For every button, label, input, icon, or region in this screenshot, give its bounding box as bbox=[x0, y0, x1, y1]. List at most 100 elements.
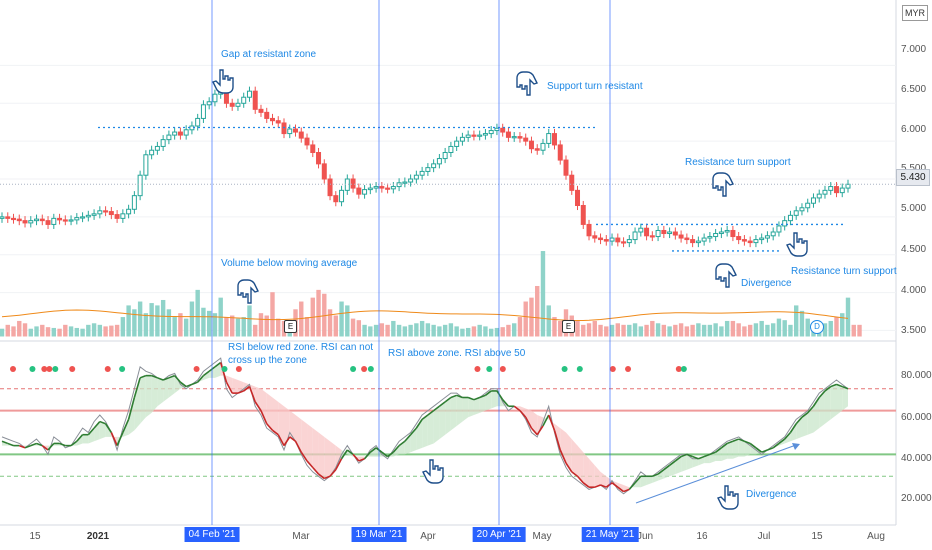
rsi-fast-line bbox=[346, 449, 354, 456]
volume-bar bbox=[11, 326, 16, 337]
rsi-fast-line bbox=[358, 458, 365, 462]
rsi-cloud bbox=[151, 375, 158, 413]
volume-bar bbox=[230, 315, 235, 337]
volume-bar bbox=[253, 324, 258, 337]
annotation-support-resistant: Support turn resistant bbox=[547, 81, 643, 92]
volume-bar bbox=[840, 313, 845, 337]
candle-body bbox=[459, 136, 465, 142]
candle-body bbox=[569, 174, 575, 191]
volume-bar bbox=[488, 328, 494, 337]
volume-bar bbox=[851, 324, 856, 337]
rsi-fast-line bbox=[76, 434, 84, 442]
price-tick: 5.500 bbox=[901, 163, 926, 174]
earnings-badge[interactable]: E bbox=[284, 320, 297, 333]
candle-body bbox=[85, 214, 91, 218]
rsi-fast-line bbox=[559, 449, 567, 464]
rsi-fast-line bbox=[421, 414, 429, 421]
volume-bar bbox=[540, 251, 546, 337]
rsi-fast-line bbox=[755, 447, 763, 453]
candle-body bbox=[477, 134, 483, 137]
rsi-cloud bbox=[312, 428, 319, 475]
rsi-cloud bbox=[163, 377, 169, 402]
rsi-signal-dot bbox=[41, 366, 48, 372]
rsi-fast-line bbox=[772, 442, 780, 449]
rsi-fast-line bbox=[761, 449, 768, 453]
rsi-fast-line bbox=[47, 442, 55, 451]
rsi-fast-line bbox=[392, 445, 400, 453]
rsi-fast-line bbox=[272, 429, 279, 436]
rsi-fast-line bbox=[18, 444, 26, 449]
rsi-fast-line bbox=[93, 421, 101, 429]
volume-bar bbox=[40, 324, 45, 337]
rsi-fast-line bbox=[824, 385, 832, 392]
rsi-fast-line bbox=[433, 405, 440, 412]
candle-body bbox=[448, 145, 454, 153]
volume-bar bbox=[103, 326, 108, 337]
candle-body bbox=[339, 189, 345, 203]
rsi-signal-dot bbox=[69, 366, 76, 372]
candle-body bbox=[718, 231, 724, 235]
rsi-fast-line bbox=[277, 434, 285, 446]
candle-body bbox=[713, 233, 719, 238]
candle-body bbox=[810, 197, 816, 204]
candle-body bbox=[419, 170, 425, 176]
volume-bar bbox=[707, 324, 713, 337]
rsi-tick: 80.000 bbox=[901, 370, 932, 381]
annotation-rsi-below: RSI below red zone. RSI can not cross up… bbox=[228, 342, 374, 366]
candle-body bbox=[845, 183, 851, 189]
pointing-hand-icon bbox=[712, 172, 734, 197]
volume-bar bbox=[575, 320, 580, 337]
rsi-cloud bbox=[272, 397, 279, 435]
volume-bar bbox=[684, 326, 690, 337]
rsi-cloud bbox=[427, 410, 434, 446]
volume-bar bbox=[747, 324, 753, 337]
rsi-cloud bbox=[801, 412, 808, 437]
volume-bar bbox=[448, 323, 454, 337]
rsi-cloud bbox=[174, 375, 181, 394]
rsi-cloud bbox=[721, 443, 728, 461]
candle-body bbox=[534, 148, 540, 151]
volume-bar bbox=[742, 326, 747, 337]
rsi-fast-line bbox=[110, 432, 118, 446]
currency-badge[interactable]: MYR bbox=[902, 5, 928, 21]
rsi-fast-line bbox=[530, 427, 538, 436]
rsi-fast-line bbox=[652, 473, 659, 477]
dividend-badge[interactable]: D bbox=[810, 320, 824, 334]
candle-body bbox=[517, 136, 523, 139]
candle-body bbox=[741, 239, 747, 242]
rsi-fast-line bbox=[553, 430, 562, 451]
volume-bar bbox=[471, 326, 477, 337]
pointing-hand-icon bbox=[715, 263, 737, 288]
volume-bar bbox=[523, 301, 528, 337]
rsi-fast-line bbox=[496, 390, 504, 401]
rsi-fast-line bbox=[335, 458, 343, 471]
rsi-cloud bbox=[422, 415, 428, 448]
candle-body bbox=[34, 218, 40, 222]
candle-body bbox=[764, 235, 770, 239]
volume-bar bbox=[535, 285, 540, 337]
volume-bar bbox=[258, 313, 264, 337]
candle-body bbox=[252, 90, 258, 110]
rsi-cloud bbox=[842, 386, 848, 411]
rsi-fast-line bbox=[778, 438, 786, 445]
volume-bar bbox=[356, 320, 362, 337]
candle-body bbox=[16, 218, 22, 222]
volume-bar bbox=[0, 328, 5, 337]
rsi-fast-line bbox=[387, 451, 394, 458]
candle-body bbox=[557, 144, 563, 161]
volume-bar bbox=[828, 320, 833, 337]
volume-bar bbox=[120, 317, 126, 337]
rsi-cloud bbox=[790, 423, 797, 442]
earnings-badge[interactable]: E bbox=[562, 320, 575, 333]
volume-bar bbox=[794, 305, 799, 337]
rsi-cloud bbox=[99, 421, 106, 440]
rsi-fast-line bbox=[479, 394, 486, 399]
pointing-hand-icon bbox=[786, 232, 808, 257]
rsi-fast-line bbox=[502, 399, 510, 407]
rsi-cloud bbox=[658, 469, 664, 481]
volume-bar bbox=[500, 327, 505, 337]
candle-body bbox=[500, 127, 506, 133]
price-tick: 7.000 bbox=[901, 44, 927, 55]
rsi-fast-line bbox=[1, 440, 9, 445]
